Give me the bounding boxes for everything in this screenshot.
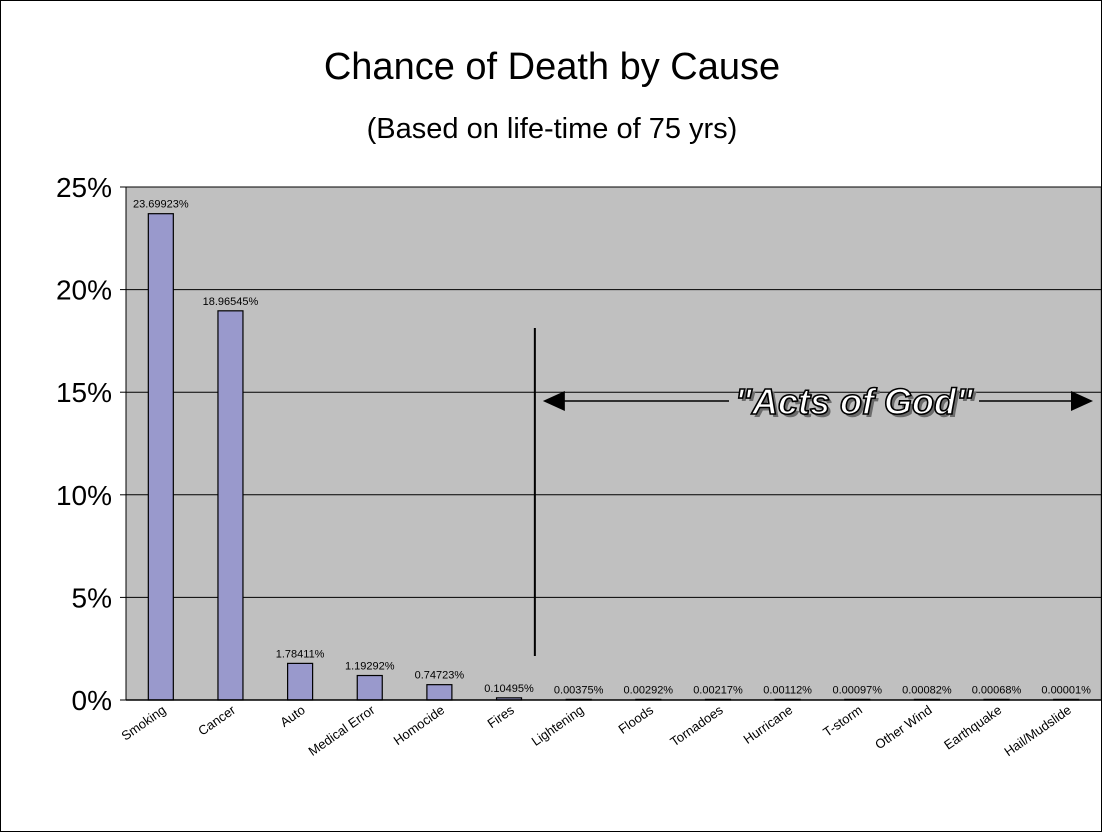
x-tick-label: Tornadoes [667, 702, 726, 749]
annotation-label: "Acts of God" [735, 381, 974, 422]
data-label: 1.19292% [345, 661, 395, 673]
y-tick-label: 5% [72, 582, 112, 613]
arrowhead-left-icon [542, 391, 565, 411]
data-label: 0.00068% [972, 684, 1022, 696]
bar-smoking [147, 213, 174, 701]
y-tick-label: 20% [56, 275, 112, 306]
bar-homocide [426, 684, 453, 701]
data-label: 1.78411% [276, 648, 325, 660]
arrowhead-right-icon [1071, 391, 1093, 411]
data-label: 0.00112% [763, 684, 812, 696]
y-tick-label: 15% [56, 377, 112, 408]
y-tick-label: 0% [72, 685, 112, 716]
data-label: 0.00001% [1041, 684, 1091, 696]
data-label: 0.00217% [693, 684, 743, 696]
data-labels: 23.69923% 18.96545% 1.78411% 1.19292% 0.7472… [133, 199, 1091, 697]
chart-subtitle: (Based on life-time of 75 yrs) [367, 113, 738, 145]
data-label: 0.00375% [554, 684, 604, 696]
x-tick-label: Earthquake [941, 702, 1004, 752]
bar-medical-error [356, 674, 383, 701]
data-label: 0.74723% [415, 670, 465, 682]
data-label: 0.00097% [832, 684, 882, 696]
x-tick-label: Medical Error [306, 702, 378, 759]
x-tick-label: Lightening [529, 702, 587, 749]
y-tick-label: 10% [56, 480, 112, 511]
data-label: 0.00082% [902, 684, 952, 696]
y-tick-label: 25% [56, 172, 112, 203]
data-label: 0.10495% [484, 683, 534, 695]
annotation-shadow: "Acts of God" [738, 384, 977, 425]
bar-cancer [217, 310, 244, 701]
data-label: 23.69923% [133, 199, 189, 211]
x-tick-label: Other Wind [872, 702, 934, 752]
bar-auto [287, 662, 314, 701]
x-tick-label: Auto [277, 702, 308, 730]
x-tick-label: T-storm [820, 702, 865, 740]
y-axis-ticks: 0% 5% 10% 15% 20% 25% [56, 172, 1101, 716]
x-tick-label: Floods [615, 702, 656, 737]
x-tick-label: Homocide [391, 702, 448, 748]
x-tick-label: Fires [484, 702, 517, 731]
x-tick-label: Hurricane [741, 702, 796, 747]
data-label: 18.96545% [203, 296, 259, 308]
x-tick-label: Hail/Mudslide [1001, 702, 1074, 759]
x-tick-label: Smoking [119, 702, 169, 743]
plot-area [125, 186, 1101, 701]
chart-title: Chance of Death by Cause [324, 46, 780, 88]
acts-of-god-annotation: "Acts of God" "Acts of God" [533, 328, 1093, 656]
data-label: 0.00292% [624, 684, 674, 696]
x-tick-label: Cancer [195, 702, 238, 739]
bars [147, 213, 1080, 701]
